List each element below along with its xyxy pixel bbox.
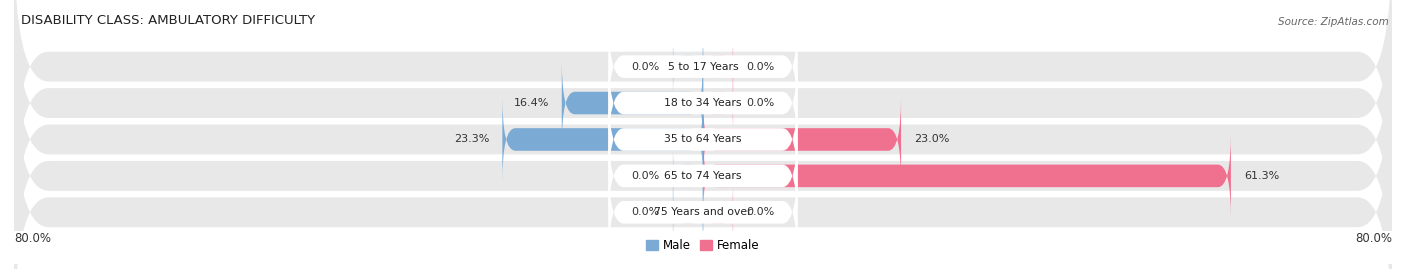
FancyBboxPatch shape (609, 49, 797, 157)
FancyBboxPatch shape (703, 96, 901, 183)
FancyBboxPatch shape (673, 143, 703, 208)
Text: 23.0%: 23.0% (914, 134, 949, 144)
Text: 18 to 34 Years: 18 to 34 Years (664, 98, 742, 108)
Text: 0.0%: 0.0% (631, 207, 659, 217)
FancyBboxPatch shape (14, 82, 1392, 269)
FancyBboxPatch shape (609, 85, 797, 194)
FancyBboxPatch shape (609, 122, 797, 230)
FancyBboxPatch shape (703, 71, 733, 136)
FancyBboxPatch shape (14, 0, 1392, 234)
Text: 5 to 17 Years: 5 to 17 Years (668, 62, 738, 72)
Text: 0.0%: 0.0% (747, 207, 775, 217)
Text: DISABILITY CLASS: AMBULATORY DIFFICULTY: DISABILITY CLASS: AMBULATORY DIFFICULTY (21, 13, 315, 27)
Text: 0.0%: 0.0% (747, 98, 775, 108)
Text: 23.3%: 23.3% (454, 134, 489, 144)
Text: 0.0%: 0.0% (631, 62, 659, 72)
Text: 35 to 64 Years: 35 to 64 Years (664, 134, 742, 144)
Text: 61.3%: 61.3% (1244, 171, 1279, 181)
FancyBboxPatch shape (14, 45, 1392, 269)
FancyBboxPatch shape (609, 12, 797, 121)
FancyBboxPatch shape (14, 0, 1392, 197)
FancyBboxPatch shape (703, 34, 733, 99)
Legend: Male, Female: Male, Female (641, 234, 765, 257)
Text: 65 to 74 Years: 65 to 74 Years (664, 171, 742, 181)
FancyBboxPatch shape (562, 60, 703, 146)
Text: 75 Years and over: 75 Years and over (654, 207, 752, 217)
FancyBboxPatch shape (502, 96, 703, 183)
FancyBboxPatch shape (703, 180, 733, 245)
FancyBboxPatch shape (673, 180, 703, 245)
FancyBboxPatch shape (609, 158, 797, 267)
Text: 0.0%: 0.0% (747, 62, 775, 72)
Text: Source: ZipAtlas.com: Source: ZipAtlas.com (1278, 17, 1389, 27)
FancyBboxPatch shape (673, 34, 703, 99)
FancyBboxPatch shape (703, 133, 1230, 219)
FancyBboxPatch shape (14, 9, 1392, 269)
Text: 80.0%: 80.0% (1355, 232, 1392, 245)
Text: 0.0%: 0.0% (631, 171, 659, 181)
Text: 16.4%: 16.4% (513, 98, 548, 108)
Text: 80.0%: 80.0% (14, 232, 51, 245)
